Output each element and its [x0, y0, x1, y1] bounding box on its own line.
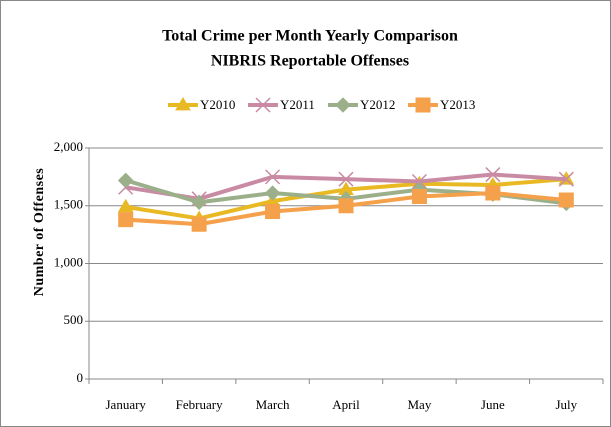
legend-label: Y2011 [280, 97, 315, 112]
marker [118, 212, 134, 228]
marker [411, 189, 427, 205]
marker [118, 172, 134, 189]
marker [338, 198, 354, 214]
legend-marker [335, 97, 351, 113]
y-axis-label: Number of Offenses [32, 168, 47, 297]
marker [558, 192, 574, 208]
x-tick-label: June [481, 397, 505, 412]
y-tick-label: 1,000 [54, 254, 83, 269]
marker [265, 169, 281, 185]
x-tick-label: January [105, 397, 146, 412]
x-tick-label: February [176, 397, 223, 412]
marker [411, 173, 427, 190]
marker [117, 198, 134, 213]
marker [191, 216, 207, 232]
marker [485, 167, 501, 183]
marker [485, 185, 501, 201]
legend-marker [415, 97, 431, 113]
marker [264, 185, 281, 201]
legend-label: Y2013 [440, 97, 475, 112]
marker [558, 171, 574, 187]
chart-subtitle: NIBRIS Reportable Offenses [211, 53, 409, 70]
legend-marker [175, 97, 191, 111]
y-tick-label: 2,000 [54, 139, 83, 154]
legend-marker [255, 97, 271, 113]
marker [338, 171, 354, 187]
x-tick-label: April [332, 397, 360, 412]
y-tick-label: 500 [64, 312, 84, 327]
marker [191, 194, 207, 210]
x-tick-label: March [256, 397, 290, 412]
y-tick-label: 1,500 [54, 197, 83, 212]
x-tick-label: July [555, 397, 577, 412]
legend-label: Y2012 [360, 97, 395, 112]
legend-label: Y2010 [200, 97, 235, 112]
y-tick-label: 0 [77, 370, 84, 385]
chart-title: Total Crime per Month Yearly Comparison [162, 28, 458, 45]
x-tick-label: May [408, 397, 432, 412]
marker [265, 204, 281, 220]
